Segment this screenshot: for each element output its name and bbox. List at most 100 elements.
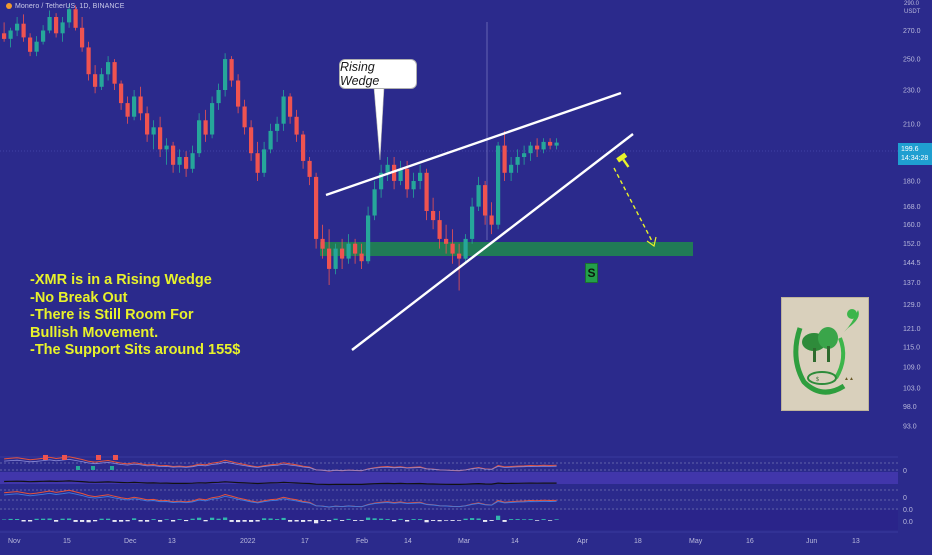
candle-body [125, 103, 130, 117]
price-tick-label: 129.0 [903, 302, 921, 309]
candle-body [463, 238, 468, 259]
candle-body [522, 153, 527, 157]
analysis-note[interactable]: -XMR is in a Rising Wedge -No Break Out … [30, 272, 240, 360]
price-tick-label: 103.0 [903, 386, 921, 393]
candle-body [418, 172, 423, 181]
candle-body [2, 33, 7, 39]
candle-body [229, 59, 234, 81]
current-price-tag: 199.6 14:34:28 [898, 143, 932, 165]
histogram-bar [554, 519, 559, 520]
histogram-bar [236, 520, 241, 523]
time-tick-label: Mar [458, 538, 471, 545]
histogram-bar [119, 520, 124, 522]
candle-body [437, 220, 442, 239]
candle-body [21, 23, 26, 38]
histogram-bar [418, 519, 423, 520]
note-line: -No Break Out [30, 289, 128, 306]
price-axis[interactable]: 290.0 USDT 270.0250.0230.0210.0190.0180.… [903, 1, 921, 431]
histogram-bar [515, 519, 520, 520]
candle-body [67, 9, 72, 23]
symbol-title[interactable]: Monero / TetherUS, 1D, BINANCE [6, 3, 124, 10]
callout-pointer [373, 87, 385, 161]
ind-axis-label: 0.0 [903, 507, 913, 514]
author-logo: $ ▲▲ [781, 297, 869, 411]
candle-body [80, 27, 85, 48]
histogram-bar [541, 519, 546, 520]
histogram-bar [80, 520, 85, 522]
price-tick-label: 152.0 [903, 241, 921, 248]
histogram-bar [509, 519, 514, 520]
candle-body [132, 96, 137, 117]
histogram-bar [41, 518, 46, 520]
svg-text:$: $ [816, 376, 819, 383]
indicator-line-black [4, 480, 557, 486]
support-label[interactable]: S [585, 263, 598, 283]
histogram-bar [327, 520, 332, 522]
candle-body [502, 145, 507, 173]
candle-body [431, 211, 436, 221]
candle-body [307, 160, 312, 177]
histogram-bar [346, 518, 351, 520]
candle-body [54, 17, 59, 34]
price-axis-unit: USDT [904, 9, 921, 15]
histogram-bar [249, 520, 254, 522]
candle-body [145, 113, 150, 135]
candle-body [392, 164, 397, 181]
candle-body [353, 243, 358, 254]
histogram-bar [21, 520, 26, 522]
candle-body [476, 185, 481, 207]
candle-body [444, 238, 449, 244]
time-tick-label: 2022 [240, 538, 256, 545]
histogram-bar [320, 520, 325, 521]
histogram-bar [138, 520, 143, 522]
time-axis[interactable]: Nov 15 Dec 13 2022 17 Feb 14 Mar 14 Apr 18 May 16 Jun 1… [8, 538, 860, 545]
price-tick-label: 137.0 [903, 280, 921, 287]
histogram-bar [340, 520, 345, 521]
time-tick-label: 13 [168, 538, 176, 545]
histogram-bar [281, 517, 286, 520]
candle-body [73, 9, 78, 28]
candle-body [151, 127, 156, 135]
candle-body [450, 243, 455, 254]
histogram-bar [294, 520, 299, 522]
price-tick-label: 230.0 [903, 88, 921, 95]
svg-text:▲▲: ▲▲ [844, 377, 854, 382]
rising-wedge-callout[interactable]: Rising Wedge [339, 59, 417, 89]
candle-body [294, 116, 299, 135]
histogram-bar [275, 519, 280, 520]
histogram-bar [106, 518, 111, 520]
candle-body [242, 106, 247, 128]
candle-body [177, 157, 182, 165]
histogram-bar [405, 520, 410, 522]
candle-body [28, 37, 33, 52]
candle-body [333, 248, 338, 269]
indicator-line-blue [4, 458, 557, 472]
histogram-bar [54, 520, 59, 522]
hammer-icon [616, 152, 630, 168]
histogram-bar [86, 520, 91, 523]
histogram-bar [158, 520, 163, 522]
candle-body [281, 96, 286, 124]
histogram-bar [255, 520, 260, 522]
candle-body [275, 123, 280, 131]
candle-body [203, 120, 208, 135]
indicator-panel [0, 455, 898, 530]
histogram-bar [366, 517, 371, 520]
candle-body [541, 141, 546, 150]
time-tick-label: 14 [511, 538, 519, 545]
histogram-bar [242, 520, 247, 522]
candle-body [366, 215, 371, 262]
histogram-bar [411, 519, 416, 520]
current-price-value: 199.6 [901, 146, 919, 153]
histogram-bar [437, 520, 442, 522]
candle-body [262, 149, 267, 173]
note-line: -XMR is in a Rising Wedge [30, 272, 212, 288]
time-tick-label: May [689, 538, 703, 545]
candle-body [60, 22, 65, 34]
histogram-bar [216, 518, 221, 520]
candle-body [327, 248, 332, 269]
candle-body [554, 142, 559, 146]
time-tick-label: 13 [852, 538, 860, 545]
